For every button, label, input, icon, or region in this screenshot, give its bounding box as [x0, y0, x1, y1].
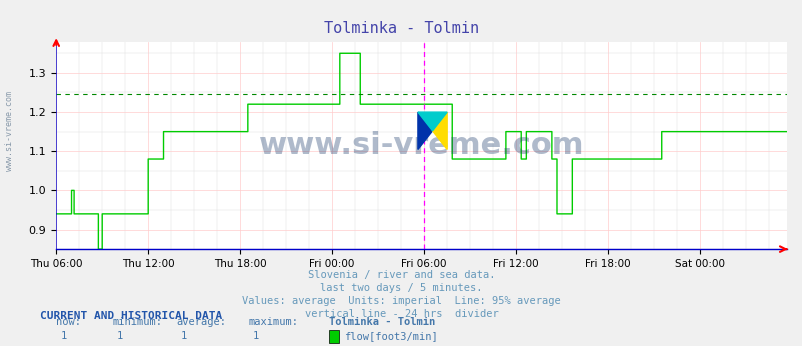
Text: Values: average  Units: imperial  Line: 95% average: Values: average Units: imperial Line: 95…	[242, 296, 560, 306]
Text: Tolminka - Tolmin: Tolminka - Tolmin	[329, 317, 435, 327]
Polygon shape	[432, 112, 447, 149]
Text: www.si-vreme.com: www.si-vreme.com	[258, 131, 584, 160]
Text: 1: 1	[180, 331, 187, 341]
Text: CURRENT AND HISTORICAL DATA: CURRENT AND HISTORICAL DATA	[40, 311, 222, 321]
Text: 1: 1	[116, 331, 123, 341]
Text: now:: now:	[56, 317, 81, 327]
Text: minimum:: minimum:	[112, 317, 162, 327]
Text: 1: 1	[60, 331, 67, 341]
Text: average:: average:	[176, 317, 226, 327]
Text: Tolminka - Tolmin: Tolminka - Tolmin	[323, 21, 479, 36]
Text: flow[foot3/min]: flow[foot3/min]	[343, 331, 437, 341]
Text: www.si-vreme.com: www.si-vreme.com	[5, 91, 14, 172]
Polygon shape	[417, 112, 432, 149]
Polygon shape	[417, 112, 447, 131]
Text: maximum:: maximum:	[249, 317, 298, 327]
Text: Slovenia / river and sea data.: Slovenia / river and sea data.	[307, 270, 495, 280]
Text: last two days / 5 minutes.: last two days / 5 minutes.	[320, 283, 482, 293]
Text: 1: 1	[253, 331, 259, 341]
Text: vertical line - 24 hrs  divider: vertical line - 24 hrs divider	[304, 309, 498, 319]
